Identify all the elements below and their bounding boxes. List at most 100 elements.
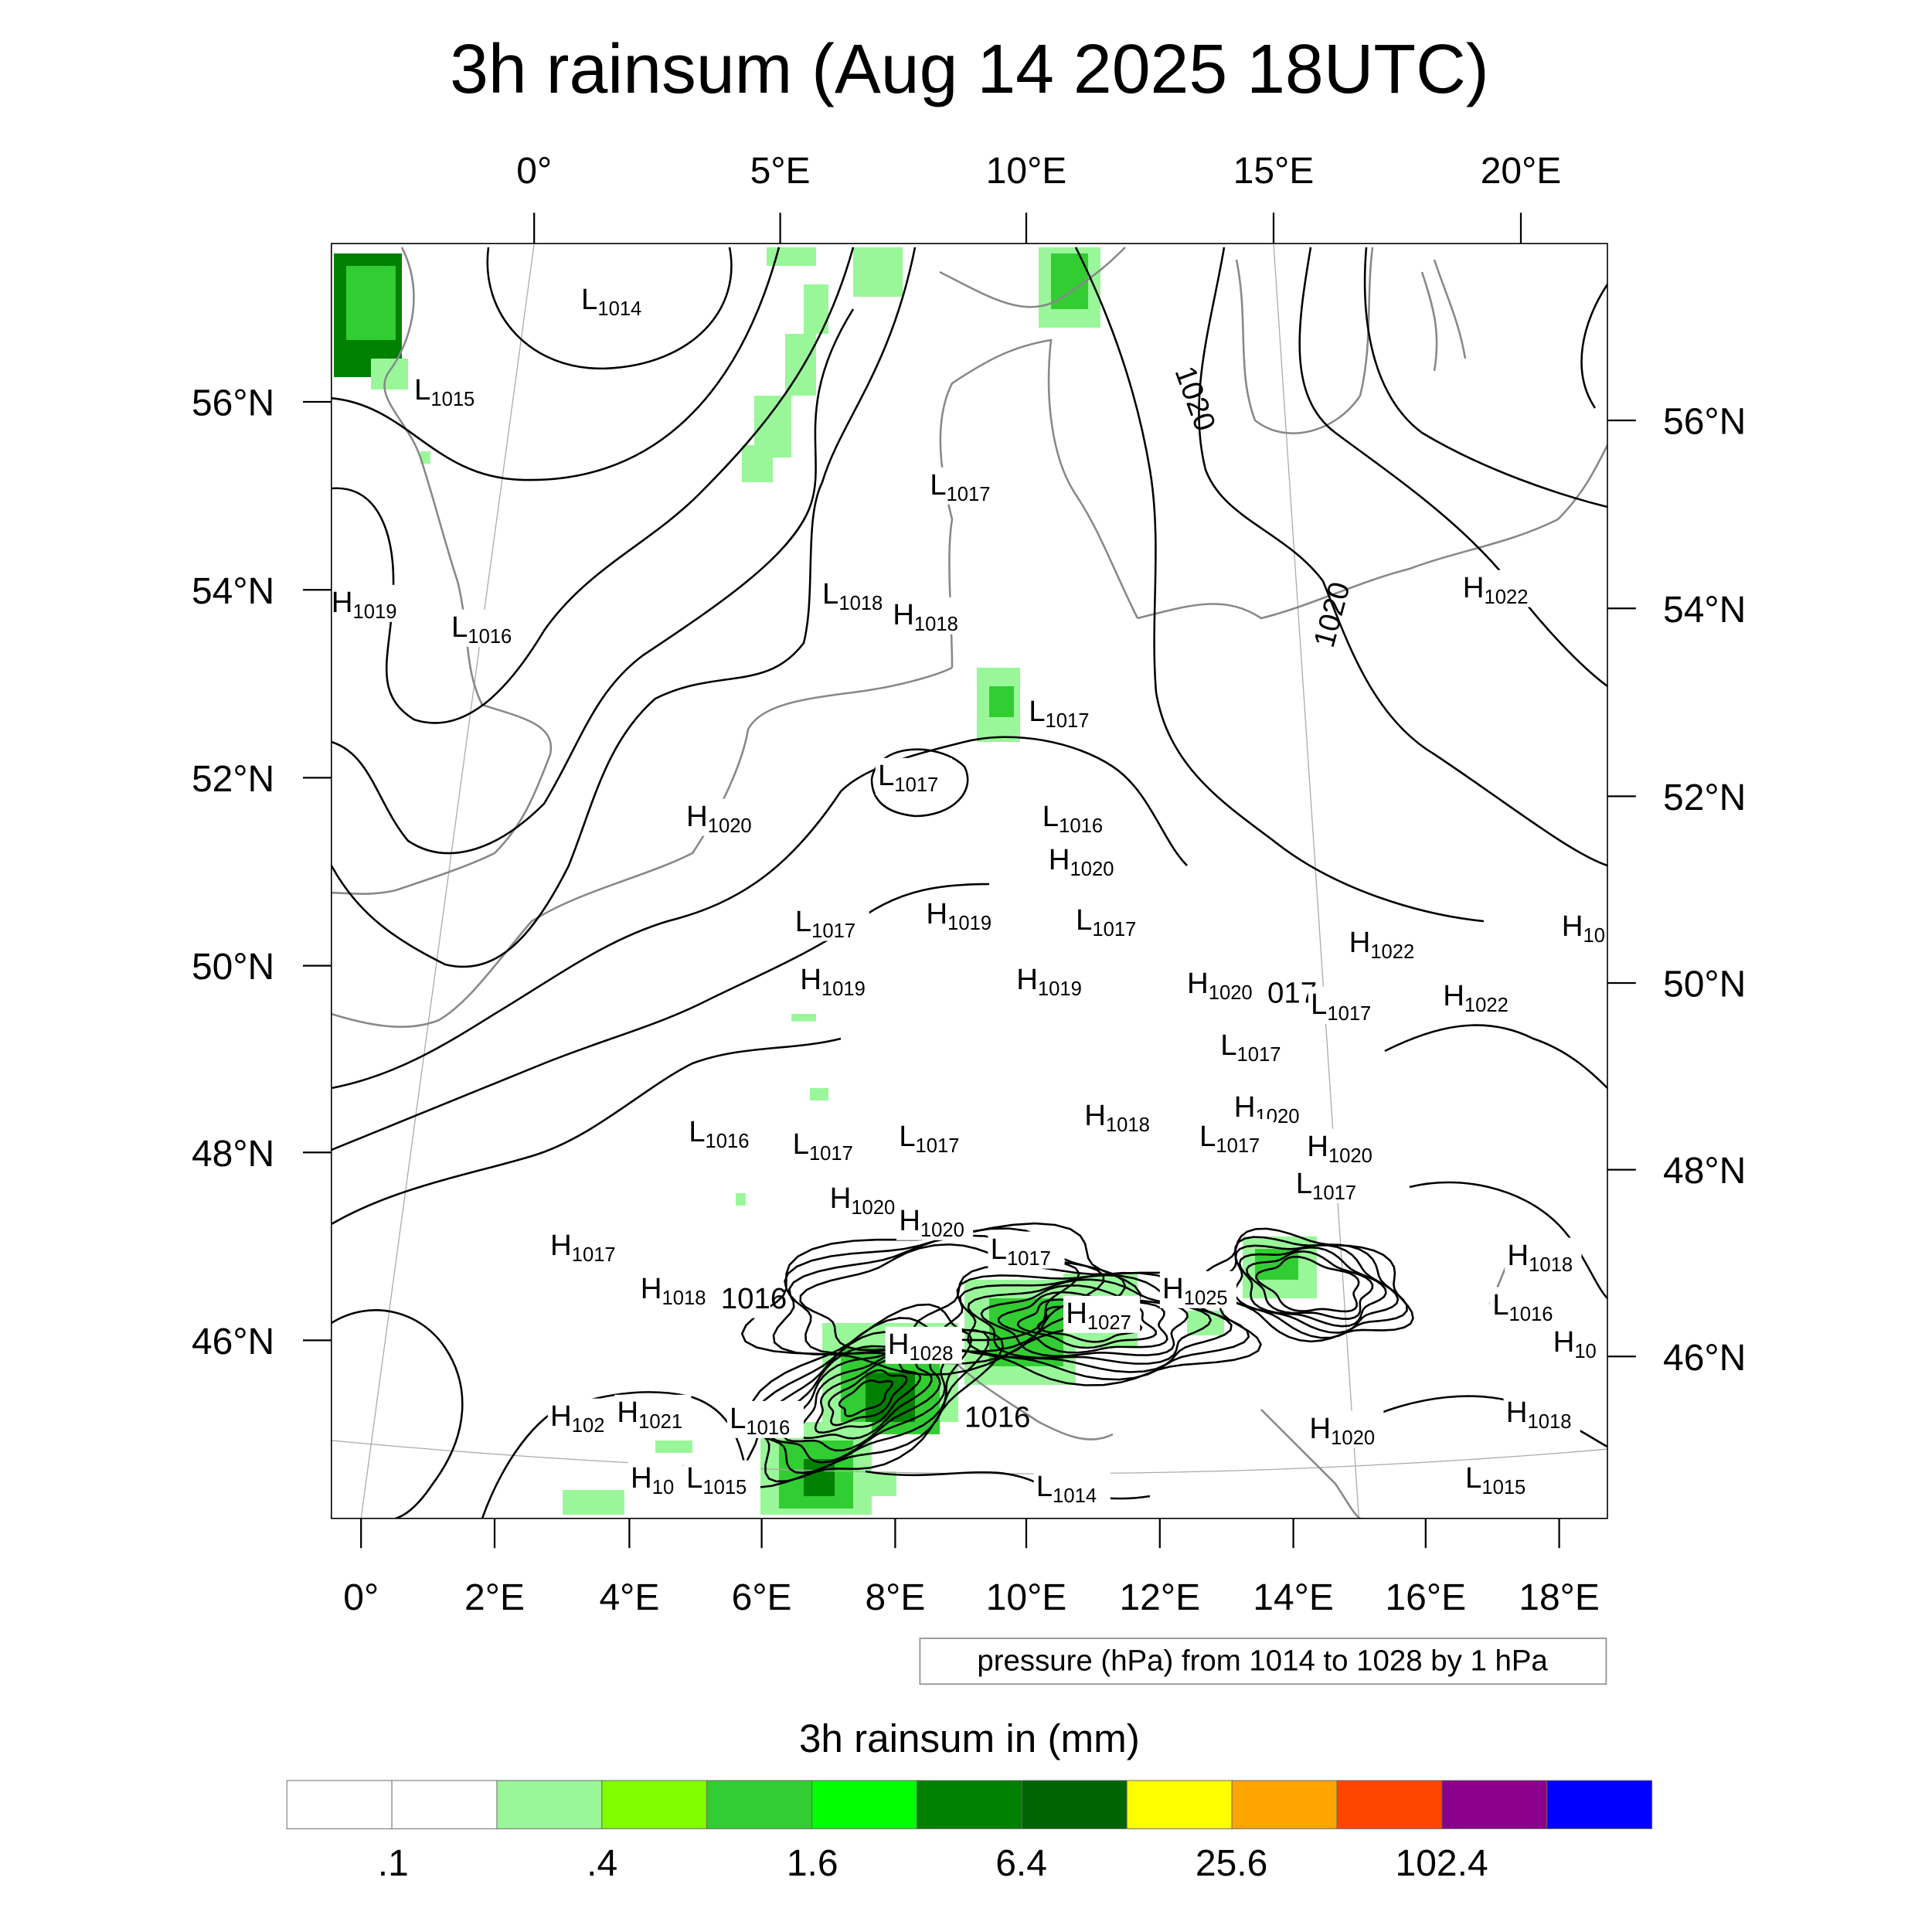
center-value: 1019 xyxy=(1038,978,1082,1000)
pressure-center-text: H1019 xyxy=(332,586,397,623)
label-background xyxy=(1503,1394,1580,1432)
rain-patch xyxy=(563,1490,624,1515)
colorbar-box xyxy=(706,1780,813,1829)
pressure-center-label: H1017 xyxy=(547,1227,624,1266)
pressure-center-label: L1018 xyxy=(819,576,896,614)
colorbar-tick-labels: .1 .4 1.6 6.4 25.6 102.4 xyxy=(378,1843,1488,1884)
label-background xyxy=(1505,1237,1582,1275)
center-value: 1018 xyxy=(1106,1114,1150,1136)
pressure-center-text: L1017 xyxy=(878,759,938,796)
center-letter: H xyxy=(1562,910,1583,943)
pressure-center-label: L1017 xyxy=(790,1126,867,1165)
rain-patch xyxy=(655,1440,692,1453)
label-background xyxy=(411,372,488,410)
pressure-center-text: H1018 xyxy=(641,1272,706,1309)
pressure-center-label: H1019 xyxy=(923,896,1001,934)
center-value: 102 xyxy=(572,1415,605,1437)
center-letter: L xyxy=(822,577,838,611)
label-background xyxy=(819,576,896,614)
center-value: 1015 xyxy=(702,1477,747,1498)
pressure-center-label: L1017 xyxy=(1308,986,1385,1025)
rain-patch xyxy=(810,1088,828,1100)
center-letter: L xyxy=(686,1461,702,1495)
pressure-center-text: H1025 xyxy=(1162,1272,1228,1309)
contour-legend-text: pressure (hPa) from 1014 to 1028 by 1 hP… xyxy=(977,1645,1548,1678)
colorbar-title: 3h rainsum in (mm) xyxy=(799,1716,1140,1760)
center-value: 1022 xyxy=(1370,941,1414,963)
pressure-center-label: H1028 xyxy=(885,1326,962,1365)
center-letter: H xyxy=(686,800,708,833)
rain-patch xyxy=(853,247,903,297)
pressure-center-label: H1020 xyxy=(683,798,760,837)
pressure-center-text: H1018 xyxy=(1084,1099,1150,1136)
right-lat-label: 54°N xyxy=(1663,590,1746,631)
rain-patch xyxy=(742,445,773,482)
label-background xyxy=(686,1114,764,1151)
center-value: 10 xyxy=(1574,1341,1596,1362)
contour-ring xyxy=(751,1317,990,1483)
center-value: 1016 xyxy=(1059,815,1103,837)
pressure-center-label: H1018 xyxy=(890,597,968,635)
colorbar-box xyxy=(811,1780,917,1829)
pressure-center-text: L1016 xyxy=(689,1115,749,1152)
rain-patch xyxy=(346,266,396,340)
graticule xyxy=(331,243,1607,1519)
pressure-center-text: H1022 xyxy=(1349,926,1415,963)
label-background xyxy=(1462,1460,1539,1498)
label-background xyxy=(1073,903,1150,940)
contour-ring xyxy=(1255,1255,1360,1313)
pressure-center-label: H10 xyxy=(1550,1324,1605,1362)
center-letter: L xyxy=(793,1128,809,1161)
rain-shading xyxy=(334,247,1317,1515)
label-background xyxy=(792,903,869,941)
pressure-center-label: L1017 xyxy=(1073,903,1150,940)
center-value: 1019 xyxy=(353,601,397,623)
center-letter: H xyxy=(1507,1239,1529,1272)
center-letter: L xyxy=(930,468,946,502)
pressure-center-text: L1017 xyxy=(1029,695,1089,732)
colorbar-box xyxy=(1441,1780,1548,1829)
pressure-center-label: H1019 xyxy=(798,961,875,1000)
center-value: 1018 xyxy=(1528,1411,1572,1433)
label-background xyxy=(683,798,760,836)
contour-ring xyxy=(814,1359,922,1434)
pressure-center-text: H1022 xyxy=(1443,979,1509,1016)
map-title: 3h rainsum (Aug 14 2025 18UTC) xyxy=(450,30,1489,107)
center-letter: H xyxy=(1307,1130,1328,1163)
label-background xyxy=(890,597,968,634)
pressure-center-label: L1017 xyxy=(988,1231,1065,1270)
pressure-center-text: H1020 xyxy=(899,1204,964,1241)
colorbar-box xyxy=(916,1780,1022,1829)
pressure-center-text: H1019 xyxy=(800,963,866,1000)
contour-ring xyxy=(838,1379,893,1417)
pressure-center-text: L1014 xyxy=(581,283,641,320)
center-value: 1016 xyxy=(721,1282,787,1315)
pressure-center-text: H1020 xyxy=(1187,967,1253,1004)
right-lat-label: 48°N xyxy=(1663,1151,1746,1192)
colorbar-tick-label: 25.6 xyxy=(1196,1843,1267,1884)
top-lon-label: 10°E xyxy=(986,151,1067,192)
center-letter: H xyxy=(1234,1090,1256,1124)
center-letter: H xyxy=(631,1461,652,1495)
center-letter: L xyxy=(1029,695,1045,728)
pressure-center-text: H1020 xyxy=(830,1182,896,1219)
center-letter: H xyxy=(1553,1325,1575,1359)
label-background xyxy=(827,1181,904,1218)
pressure-center-label: L1014 xyxy=(1033,1468,1111,1507)
center-value: 1020 xyxy=(1331,1427,1375,1449)
pressure-center-label: L1015 xyxy=(683,1460,760,1498)
right-lat-label: 50°N xyxy=(1663,964,1746,1005)
center-value: 1016 xyxy=(746,1417,790,1439)
pressure-center-label: H1018 xyxy=(638,1270,715,1309)
pressure-center-label: H1020 xyxy=(827,1181,904,1219)
label-background xyxy=(923,896,1001,934)
pressure-center-label: L1016 xyxy=(1490,1287,1567,1325)
pressure-center-text: H1027 xyxy=(1066,1297,1131,1334)
center-value: 1017 xyxy=(811,920,855,942)
center-value: 1017 xyxy=(1046,710,1090,732)
bottom-lon-label: 2°E xyxy=(464,1577,525,1618)
colorbar-box xyxy=(601,1780,708,1829)
label-background xyxy=(1490,1287,1567,1325)
